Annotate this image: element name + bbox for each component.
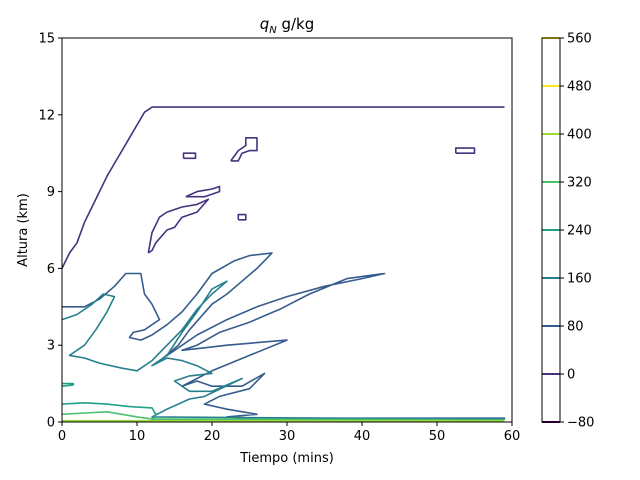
contour-line-320-11 [61,410,505,421]
colorbar-tick-label: 320 [567,176,592,191]
colorbar-tick-label: 240 [567,224,592,239]
x-tick-label: 30 [279,429,296,444]
colorbar-tick-label: −80 [567,416,594,431]
colorbar-tick-label: 560 [567,32,592,47]
contour-line-160-8 [61,280,505,421]
contour-line-0-1 [182,152,197,160]
colorbar-tick-label: 400 [567,128,592,143]
y-tick-label: 0 [47,416,55,431]
y-axis-label: Altura (km) [16,193,31,267]
contour-line-0-5 [237,213,247,221]
y-tick-label: 6 [47,262,55,277]
chart-title: qN g/kg [260,15,315,36]
colorbar: −80 0 80 160 240 320 400 480 560 [541,32,594,431]
contour-line-80-7 [62,252,506,420]
y-tick-label: 9 [47,185,55,200]
colorbar-tick-label: 160 [567,272,592,287]
x-tick-label: 20 [204,429,221,444]
x-axis: 0 10 20 30 40 50 60 [58,422,520,444]
colorbar-tick-label: 480 [567,80,592,95]
y-tick-label: 12 [38,108,55,123]
contour-line-0-3 [185,185,221,198]
contour-line-0-0 [61,106,505,269]
contour-line-0-4 [147,198,210,254]
y-tick-label: 15 [38,32,55,47]
x-tick-label: 10 [129,429,146,444]
colorbar-tick-label: 80 [567,320,584,335]
title-symbol: q [260,15,270,33]
colorbar-tick-label: 0 [567,368,575,383]
colorbar-frame [541,37,561,423]
title-subscript: N [269,25,277,36]
x-tick-label: 60 [504,429,521,444]
contour-line-240-10 [61,401,505,421]
x-tick-label: 40 [354,429,371,444]
plot-frame [61,37,513,423]
contour-line-0-6 [454,147,476,154]
y-tick-label: 3 [47,339,55,354]
contour-line-240-9 [61,382,75,387]
contour-lines [61,106,506,422]
x-axis-label: Tiempo (mins) [239,451,334,466]
contour-line-0-2 [230,137,258,162]
title-unit: g/kg [277,15,315,33]
x-tick-label: 50 [429,429,446,444]
y-axis: 0 3 6 9 12 15 [38,32,62,431]
x-tick-label: 0 [58,429,66,444]
